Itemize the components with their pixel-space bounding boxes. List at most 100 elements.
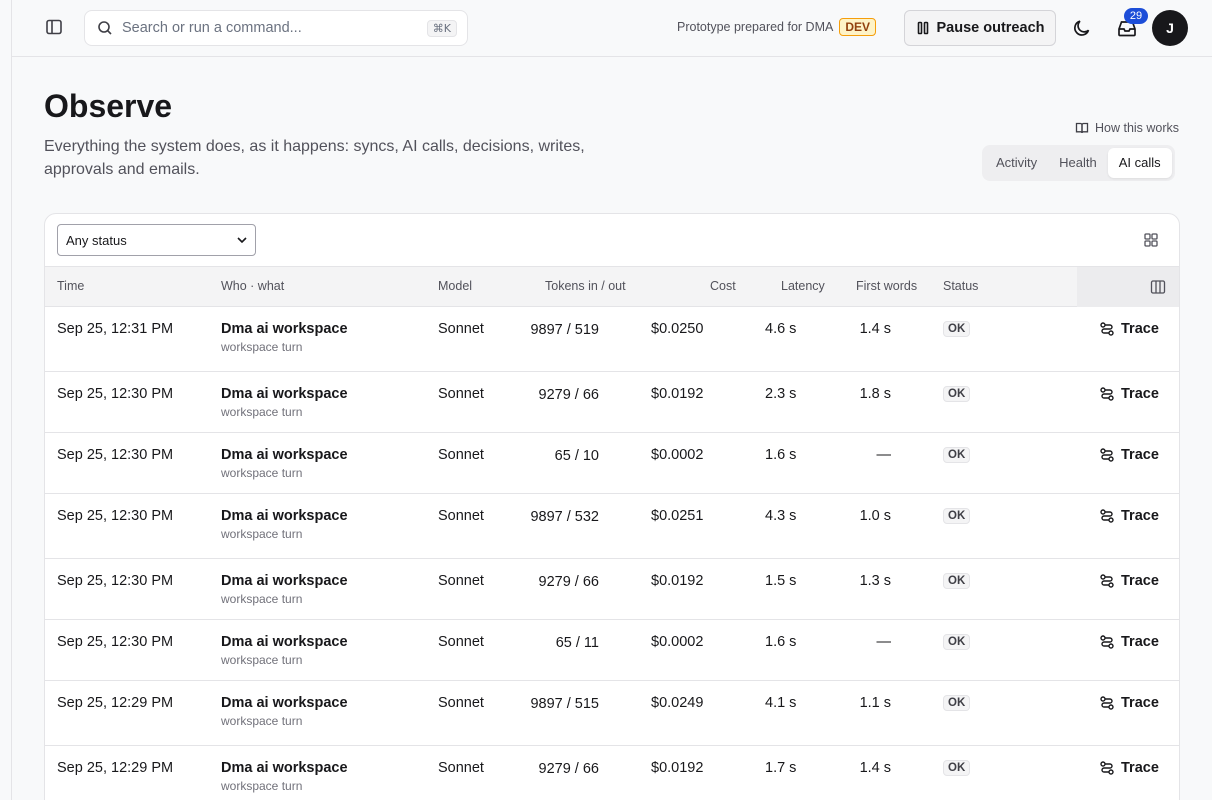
row-tokens: 9279 / 66 [538,761,599,777]
header-latency[interactable]: Latency [781,279,825,293]
row-cost: $0.0249 [651,695,704,711]
row-latency: 4.6 s [765,321,797,337]
row-first-words: 1.0 s [859,508,891,524]
row-tokens: 9897 / 515 [530,696,599,712]
row-cost: $0.0250 [651,321,704,337]
trace-button[interactable]: Trace [1099,386,1159,402]
row-first-words: 1.8 s [859,386,891,402]
trace-label: Trace [1121,321,1159,337]
how-this-works-link[interactable]: How this works [1075,121,1179,135]
header-status[interactable]: Status [943,279,979,293]
pause-outreach-button[interactable]: Pause outreach [904,10,1056,46]
trace-button[interactable]: Trace [1099,508,1159,524]
row-model: Sonnet [438,386,484,402]
book-icon [1075,122,1089,134]
trace-button[interactable]: Trace [1099,695,1159,711]
moon-icon[interactable] [1072,18,1092,38]
top-bar: Search or run a command... ⌘K Prototype … [12,0,1212,57]
sidebar-toggle-icon[interactable] [44,17,64,37]
table-row[interactable]: Sep 25, 12:30 PM Dma ai workspace workspac… [45,494,1179,559]
command-search[interactable]: Search or run a command... ⌘K [84,10,468,46]
trace-label: Trace [1121,508,1159,524]
table-row[interactable]: Sep 25, 12:31 PM Dma ai workspace workspac… [45,307,1179,372]
header-time[interactable]: Time [57,279,85,293]
status-filter-value: Any status [66,232,127,248]
row-latency: 1.5 s [765,573,797,589]
row-what: workspace turn [221,653,303,667]
header-model[interactable]: Model [438,279,473,293]
row-model: Sonnet [438,695,484,711]
table-row[interactable]: Sep 25, 12:30 PM Dma ai workspace workspac… [45,372,1179,433]
row-time: Sep 25, 12:30 PM [57,447,174,463]
tab-health[interactable]: Health [1059,155,1097,170]
table-row[interactable]: Sep 25, 12:29 PM Dma ai workspace workspac… [45,681,1179,746]
row-tokens: 65 / 11 [555,635,599,651]
table-row[interactable]: Sep 25, 12:30 PM Dma ai workspace workspac… [45,433,1179,494]
row-who: Dma ai workspace [221,634,348,650]
trace-button[interactable]: Trace [1099,760,1159,776]
trace-label: Trace [1121,634,1159,650]
row-what: workspace turn [221,340,303,354]
row-first-words: 1.3 s [859,573,891,589]
row-first-words: 1.4 s [859,321,891,337]
row-who: Dma ai workspace [221,695,348,711]
trace-button[interactable]: Trace [1099,321,1159,337]
trace-icon [1100,635,1114,649]
status-badge: OK [943,695,971,711]
table-row[interactable]: Sep 25, 12:30 PM Dma ai workspace workspac… [45,559,1179,620]
trace-icon [1100,448,1114,462]
trace-label: Trace [1121,447,1159,463]
tab-activity[interactable]: Activity [996,155,1038,170]
header-cost[interactable]: Cost [710,279,736,293]
row-model: Sonnet [438,447,484,463]
row-cost: $0.0002 [651,447,704,463]
row-cost: $0.0251 [651,508,704,524]
row-cost: $0.0002 [651,634,704,650]
how-this-works-label: How this works [1095,121,1180,135]
row-model: Sonnet [438,634,484,650]
row-tokens: 9279 / 66 [538,574,599,590]
row-tokens: 65 / 10 [554,448,599,464]
page-title: Observe [44,88,173,124]
ai-calls-card: Any status Time Who · what Model Tokens … [44,213,1180,800]
row-tokens: 9897 / 532 [530,509,599,525]
prototype-notice: Prototype prepared for DMA DEV [677,18,877,36]
env-badge: DEV [839,18,877,36]
row-time: Sep 25, 12:30 PM [57,573,174,589]
row-who: Dma ai workspace [221,760,348,776]
row-model: Sonnet [438,760,484,776]
trace-button[interactable]: Trace [1099,573,1159,589]
trace-icon [1100,387,1114,401]
row-latency: 4.1 s [765,695,797,711]
header-who-what[interactable]: Who · what [221,279,285,293]
status-badge: OK [943,573,971,589]
table-row[interactable]: Sep 25, 12:29 PM Dma ai workspace workspac… [45,746,1179,800]
status-badge: OK [943,760,971,776]
columns-icon[interactable] [1150,279,1166,295]
pause-icon [917,21,928,35]
row-cost: $0.0192 [651,386,704,402]
status-badge: OK [943,447,971,463]
header-first-words[interactable]: First words [856,279,918,293]
shortcut-hint: ⌘K [426,19,457,37]
status-badge: OK [943,634,971,650]
trace-button[interactable]: Trace [1099,634,1159,650]
trace-button[interactable]: Trace [1099,447,1159,463]
avatar[interactable]: J [1152,10,1188,46]
table-row[interactable]: Sep 25, 12:30 PM Dma ai workspace workspac… [45,620,1179,681]
row-what: workspace turn [221,714,303,728]
row-time: Sep 25, 12:30 PM [57,508,174,524]
row-latency: 1.7 s [765,760,797,776]
row-latency: 4.3 s [765,508,797,524]
tab-ai-calls[interactable]: AI calls [1107,148,1172,178]
header-tokens[interactable]: Tokens in / out [545,279,626,293]
prototype-text: Prototype prepared for DMA [677,20,834,34]
grid-view-icon[interactable] [1143,232,1159,248]
trace-label: Trace [1121,386,1159,402]
status-filter-select[interactable]: Any status [57,224,256,256]
row-model: Sonnet [438,573,484,589]
row-time: Sep 25, 12:30 PM [57,386,174,402]
row-what: workspace turn [221,405,303,419]
inbox-icon[interactable] [1116,17,1138,39]
row-what: workspace turn [221,466,303,480]
